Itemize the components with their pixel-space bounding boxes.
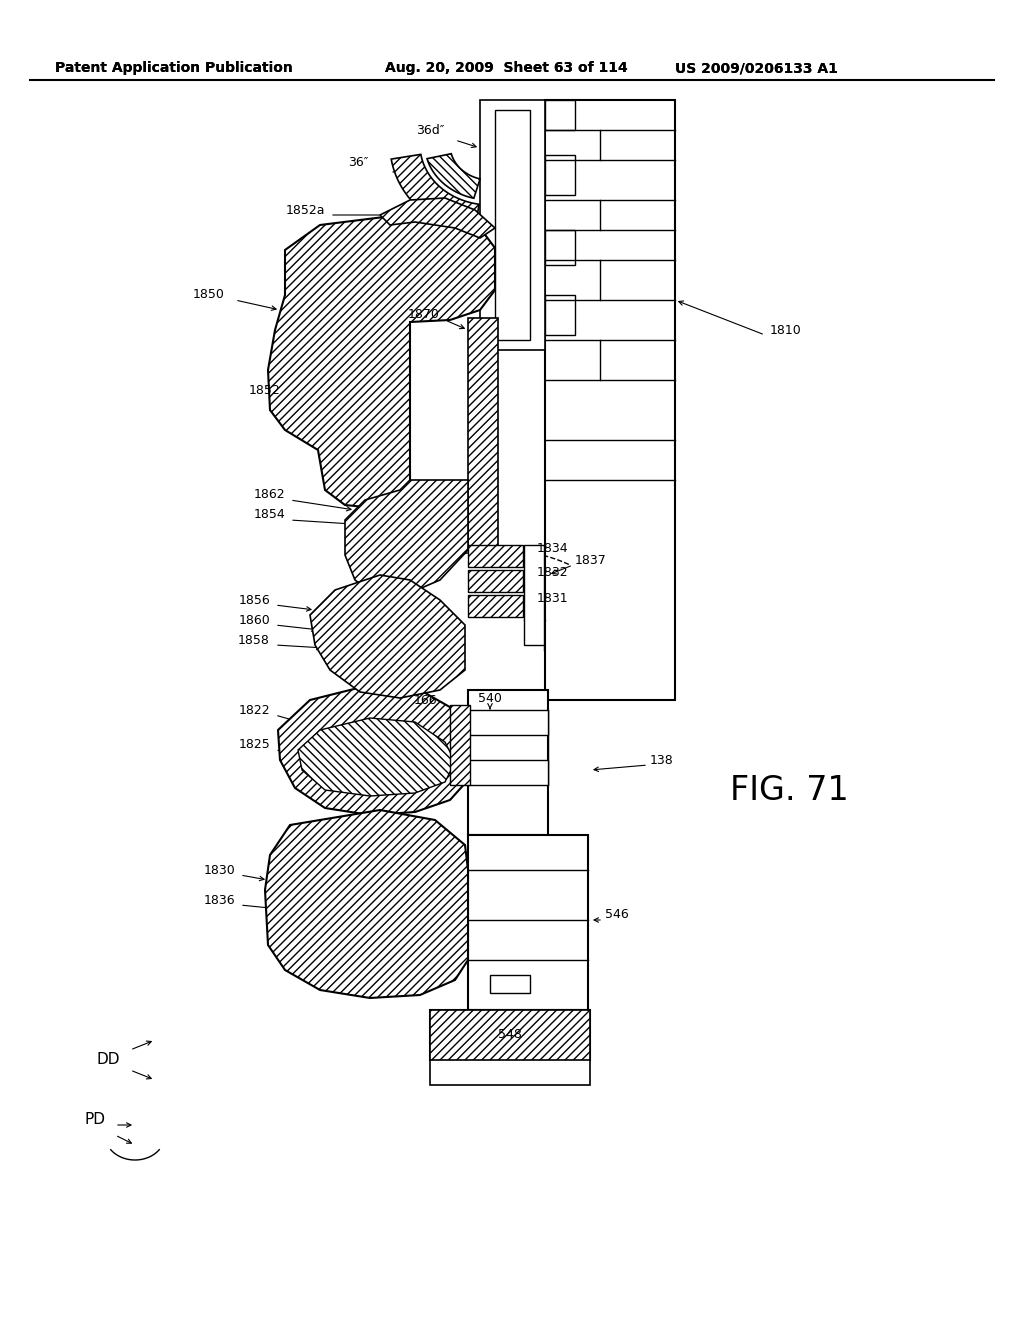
Text: Aug. 20, 2009  Sheet 63 of 114: Aug. 20, 2009 Sheet 63 of 114 (385, 61, 628, 75)
Bar (490, 975, 530, 993)
Bar (545, 154, 575, 195)
Polygon shape (391, 154, 479, 234)
Bar (545, 100, 575, 129)
Text: 540: 540 (478, 692, 502, 705)
Text: 1810: 1810 (770, 323, 802, 337)
Text: 36d″: 36d″ (416, 124, 444, 136)
Text: 1825: 1825 (239, 738, 270, 751)
Polygon shape (265, 810, 468, 998)
Polygon shape (430, 1010, 590, 1060)
Bar (545, 230, 575, 265)
Text: 1836: 1836 (204, 894, 234, 907)
Bar (545, 294, 575, 335)
Text: 1830: 1830 (203, 863, 234, 876)
Text: 166: 166 (414, 693, 437, 706)
Polygon shape (427, 153, 480, 198)
Bar (430, 1055, 590, 1085)
Bar (524, 545, 544, 645)
Text: 1850: 1850 (194, 289, 225, 301)
Text: 1834: 1834 (537, 541, 568, 554)
Text: US 2009/0206133 A1: US 2009/0206133 A1 (675, 61, 838, 75)
Text: 1862: 1862 (253, 488, 285, 502)
Polygon shape (345, 480, 468, 595)
Polygon shape (268, 215, 495, 508)
Bar (468, 710, 548, 735)
Bar (468, 318, 498, 548)
Text: 546: 546 (605, 908, 629, 921)
Text: 36″: 36″ (348, 156, 369, 169)
Polygon shape (380, 198, 495, 238)
Polygon shape (298, 718, 455, 796)
Text: 1832: 1832 (537, 565, 568, 578)
Bar (495, 110, 530, 341)
Bar (480, 100, 545, 350)
Text: 1831: 1831 (537, 591, 568, 605)
Polygon shape (278, 685, 468, 814)
Text: PD: PD (84, 1113, 105, 1127)
Polygon shape (310, 576, 465, 698)
Text: 1854: 1854 (253, 508, 285, 521)
Bar (468, 595, 523, 616)
Bar (468, 690, 548, 836)
Bar (468, 760, 548, 785)
Text: 138: 138 (650, 754, 674, 767)
Bar (545, 100, 675, 700)
Text: DD: DD (96, 1052, 120, 1068)
Text: Patent Application Publication: Patent Application Publication (55, 61, 293, 75)
Text: Patent Application Publication: Patent Application Publication (55, 61, 293, 75)
Text: 1852: 1852 (248, 384, 280, 396)
Text: 1870: 1870 (409, 309, 440, 322)
Bar (468, 836, 588, 1010)
Text: 1852a: 1852a (286, 203, 325, 216)
Bar (430, 1010, 590, 1060)
Bar (468, 545, 523, 568)
Bar (468, 570, 523, 591)
Text: 548: 548 (498, 1028, 522, 1041)
Text: 1837: 1837 (575, 553, 607, 566)
Bar (450, 705, 470, 785)
Text: US 2009/0206133 A1: US 2009/0206133 A1 (675, 61, 838, 75)
Text: 1858: 1858 (239, 634, 270, 647)
Text: 1860: 1860 (239, 614, 270, 627)
Text: 1856: 1856 (239, 594, 270, 606)
Text: FIG. 71: FIG. 71 (730, 774, 849, 807)
Text: 1822: 1822 (239, 704, 270, 717)
Text: Aug. 20, 2009  Sheet 63 of 114: Aug. 20, 2009 Sheet 63 of 114 (385, 61, 628, 75)
